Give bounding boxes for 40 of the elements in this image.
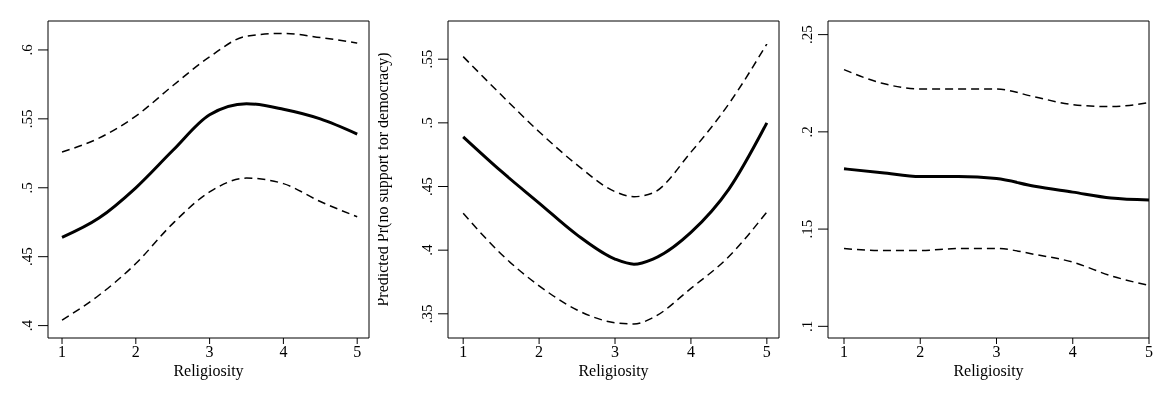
line-series [462,211,768,325]
line-series [843,68,1149,108]
line-series [462,43,768,198]
x-tick-label: 5 [762,343,771,361]
y-tick-label: .55 [419,49,435,69]
y-tick-label: .2 [799,126,815,138]
x-tick-label: 4 [279,343,288,361]
x-tick-label: 1 [459,343,468,361]
x-axis-title: Religiosity [173,362,244,380]
y-tick-label: .5 [19,182,35,194]
line-series [843,247,1149,287]
x-tick-label: 5 [353,343,362,361]
x-axis-title: Religiosity [578,362,649,380]
y-tick-label: .5 [419,117,435,129]
x-tick-label: 2 [916,343,925,361]
x-tick-label: 4 [1068,343,1077,361]
y-tick-label: .15 [799,219,815,239]
y-tick-label: .1 [799,320,815,332]
y-tick-label: .45 [19,247,35,267]
x-tick-label: 2 [535,343,544,361]
y-tick-label: .55 [19,109,35,129]
y-tick-label: .6 [19,43,35,56]
x-tick-label: 2 [131,343,140,361]
x-tick-label: 1 [840,343,849,361]
x-tick-label: 3 [205,343,214,361]
y-tick-label: .45 [419,177,435,196]
x-tick-label: 4 [686,343,695,361]
x-axis-title: Religiosity [953,362,1024,380]
y-tick-label: .4 [19,319,35,332]
line-series [60,102,359,239]
y-tick-label: .35 [419,304,435,324]
line-series [61,177,358,321]
line-series [61,32,358,153]
line-series [461,121,769,266]
x-tick-label: 5 [1145,343,1153,361]
x-tick-label: 3 [611,343,620,361]
y-tick-label: .25 [799,25,815,44]
x-tick-label: 1 [58,343,67,361]
x-tick-label: 3 [992,343,1001,361]
y-tick-label: .4 [419,244,435,256]
